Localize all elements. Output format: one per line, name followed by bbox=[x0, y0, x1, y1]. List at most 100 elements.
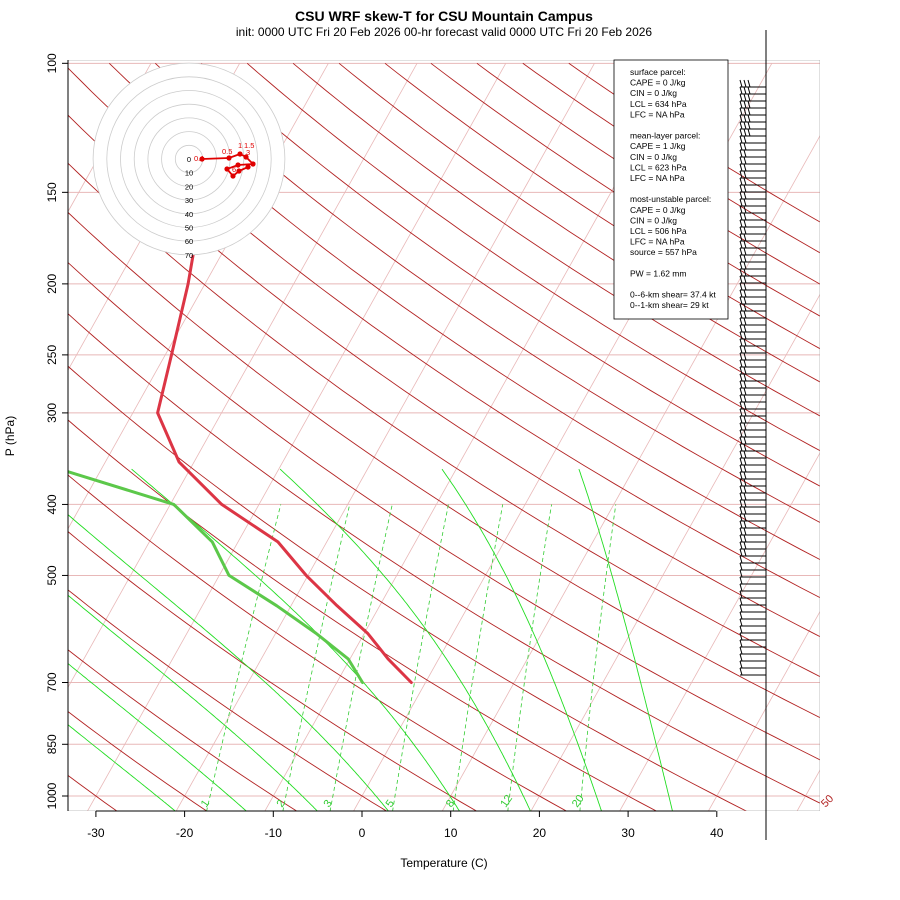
wind-barb-feather bbox=[739, 261, 743, 270]
wind-barb-feather bbox=[739, 534, 743, 543]
hodograph-ring-label: 40 bbox=[185, 210, 193, 219]
wind-barbs bbox=[739, 79, 766, 676]
wind-barb-feather bbox=[743, 261, 747, 270]
wind-barb-feather bbox=[739, 303, 743, 312]
info-line: LFC = NA hPa bbox=[630, 237, 685, 247]
wind-barb-feather bbox=[739, 177, 743, 186]
isotherm-line bbox=[87, 63, 507, 811]
wind-barb-feather bbox=[739, 114, 743, 123]
isotherm-line bbox=[441, 135, 820, 811]
wind-barb-feather bbox=[739, 646, 743, 655]
wind-barb-feather bbox=[739, 268, 743, 277]
wind-barb-feather bbox=[739, 324, 743, 333]
wind-barb-feather bbox=[743, 149, 747, 158]
wind-barb-feather bbox=[743, 534, 747, 543]
wind-barb-feather bbox=[743, 170, 747, 179]
wind-barb-feather bbox=[743, 142, 747, 151]
wind-barb-feather bbox=[739, 422, 743, 431]
wind-barb-feather bbox=[739, 226, 743, 235]
wind-barb-feather bbox=[739, 142, 743, 151]
info-line: 0--6-km shear= 37.4 kt bbox=[630, 290, 716, 300]
y-tick-label: 500 bbox=[45, 565, 59, 585]
hodograph-point bbox=[224, 166, 230, 172]
isotherm-line bbox=[175, 63, 595, 811]
wind-barb-feather bbox=[739, 352, 743, 361]
wind-barb-feather bbox=[743, 135, 747, 144]
wind-barb-feather bbox=[743, 121, 747, 130]
dry-adiabat-line bbox=[154, 62, 820, 523]
wind-barb-feather bbox=[743, 254, 747, 263]
mixing-ratio-line bbox=[579, 504, 617, 811]
mixing-ratio-label: 20 bbox=[570, 793, 587, 810]
wind-barb-feather bbox=[747, 79, 751, 88]
y-tick-label: 300 bbox=[45, 403, 59, 423]
wind-barb-feather bbox=[739, 219, 743, 228]
dry-adiabat-label: 50 bbox=[819, 793, 836, 810]
mixing-ratio-lines bbox=[206, 504, 617, 811]
wind-barb-feather bbox=[739, 282, 743, 291]
wind-barb-feather bbox=[739, 289, 743, 298]
wind-barb-feather bbox=[739, 107, 743, 116]
info-line: most-unstable parcel: bbox=[630, 194, 711, 204]
wind-barb-feather bbox=[739, 387, 743, 396]
x-tick-label: 30 bbox=[621, 826, 635, 840]
hodograph-ring bbox=[120, 90, 258, 228]
wind-barb-feather bbox=[739, 93, 743, 102]
x-tick-label: 0 bbox=[359, 826, 366, 840]
wind-barb-feather bbox=[743, 492, 747, 501]
wind-barb-feather bbox=[743, 387, 747, 396]
wind-barb-feather bbox=[739, 331, 743, 340]
x-tick-label: -20 bbox=[176, 826, 194, 840]
hodograph-ring-label: 60 bbox=[185, 237, 193, 246]
moist-adiabat-line bbox=[131, 468, 461, 811]
hodograph-height-label: 6 bbox=[232, 165, 236, 174]
hodograph-ring bbox=[133, 103, 245, 215]
wind-barb-feather bbox=[739, 506, 743, 515]
hodograph-ring bbox=[106, 76, 272, 242]
info-line: surface parcel: bbox=[630, 67, 686, 77]
y-tick-label: 100 bbox=[45, 53, 59, 73]
wind-barb-feather bbox=[743, 212, 747, 221]
info-line: CAPE = 0 J/kg bbox=[630, 78, 686, 88]
moist-adiabat-line bbox=[441, 468, 603, 811]
wind-barb-feather bbox=[739, 632, 743, 641]
wind-barb-feather bbox=[743, 527, 747, 536]
x-tick-label: 10 bbox=[444, 826, 458, 840]
wind-barb-feather bbox=[739, 450, 743, 459]
hodograph-point bbox=[235, 162, 241, 168]
hodograph-height-label: 3 bbox=[246, 148, 250, 157]
isotherm-line bbox=[707, 610, 820, 811]
wind-barb-feather bbox=[743, 464, 747, 473]
wind-barb-feather bbox=[743, 184, 747, 193]
info-line: 0--1-km shear= 29 kt bbox=[630, 300, 709, 310]
moist-adiabats bbox=[68, 468, 673, 811]
y-axis-label: P (hPa) bbox=[3, 416, 17, 456]
wind-barb-feather bbox=[739, 457, 743, 466]
wind-barb-feather bbox=[743, 429, 747, 438]
wind-barb-feather bbox=[743, 513, 747, 522]
wind-barb-feather bbox=[739, 583, 743, 592]
wind-barb-feather bbox=[747, 128, 751, 137]
wind-barb-feather bbox=[743, 380, 747, 389]
wind-barb-feather bbox=[739, 569, 743, 578]
wind-barb-feather bbox=[739, 527, 743, 536]
wind-barb-feather bbox=[743, 177, 747, 186]
x-tick-label: 20 bbox=[533, 826, 547, 840]
mixing-ratio-label: 1 bbox=[199, 798, 212, 810]
info-box-text: surface parcel:CAPE = 0 J/kg CIN = 0 J/kg… bbox=[630, 67, 716, 310]
wind-barb-feather bbox=[739, 247, 743, 256]
wind-barb-feather bbox=[739, 492, 743, 501]
wind-barb-feather bbox=[743, 268, 747, 277]
wind-barb-feather bbox=[739, 604, 743, 613]
chart-subtitle: init: 0000 UTC Fri 20 Feb 2026 00-hr for… bbox=[236, 25, 653, 39]
wind-barb-feather bbox=[743, 373, 747, 382]
wind-barb-feather bbox=[739, 408, 743, 417]
info-line: CIN = 0 J/kg bbox=[630, 215, 677, 225]
hodograph-point bbox=[245, 164, 251, 170]
mixing-ratio-line bbox=[507, 504, 552, 811]
wind-barb-feather bbox=[739, 429, 743, 438]
wind-barb-feather bbox=[739, 121, 743, 130]
mixing-ratio-label: 12 bbox=[498, 793, 515, 810]
wind-barb-feather bbox=[743, 338, 747, 347]
